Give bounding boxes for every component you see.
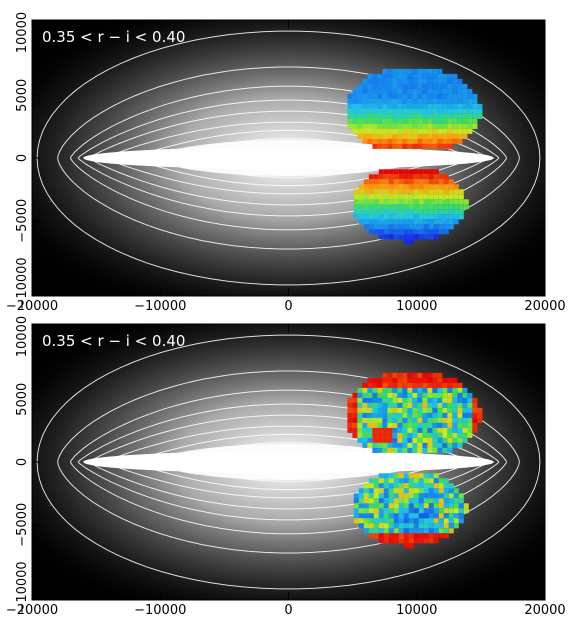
plot-area xyxy=(32,20,545,296)
lower-lobe xyxy=(353,169,469,245)
x-tick-label: 10000 xyxy=(396,299,437,314)
upper-lobe xyxy=(347,68,483,149)
y-tick-label: 10000 xyxy=(15,316,30,357)
x-tick-label: −10000 xyxy=(134,603,186,618)
x-tick-label: 20000 xyxy=(524,603,565,618)
x-tick-label: −20000 xyxy=(6,603,58,618)
y-tick-label: −10000 xyxy=(15,257,30,309)
x-tick-label: −10000 xyxy=(134,299,186,314)
y-tick-label: 10000 xyxy=(15,12,30,53)
y-tick-label: 0 xyxy=(15,458,30,466)
upper-lobe xyxy=(347,372,483,453)
x-tick-label: 0 xyxy=(284,299,292,314)
x-tick-label: 10000 xyxy=(396,603,437,618)
panel-label: 0.35 < r − i < 0.40 xyxy=(42,28,185,46)
y-tick-label: 5000 xyxy=(15,79,30,112)
y-tick-label: 5000 xyxy=(15,383,30,416)
lower-lobe xyxy=(353,473,469,549)
plot-area xyxy=(32,324,545,600)
y-tick-label: −10000 xyxy=(15,561,30,613)
x-tick-label: −20000 xyxy=(6,299,58,314)
x-tick-label: 0 xyxy=(284,603,292,618)
top-panel: −20000 −10000 0 10000 20000−10000−5000050001… xyxy=(6,12,566,314)
y-tick-label: −5000 xyxy=(15,199,30,243)
panel-label: 0.35 < r − i < 0.40 xyxy=(42,332,185,350)
y-tick-label: −5000 xyxy=(15,503,30,547)
x-tick-label: 20000 xyxy=(524,299,565,314)
y-tick-label: 0 xyxy=(15,154,30,162)
bottom-panel: −20000 −10000 0 10000 20000−10000−5000050001… xyxy=(6,316,566,618)
